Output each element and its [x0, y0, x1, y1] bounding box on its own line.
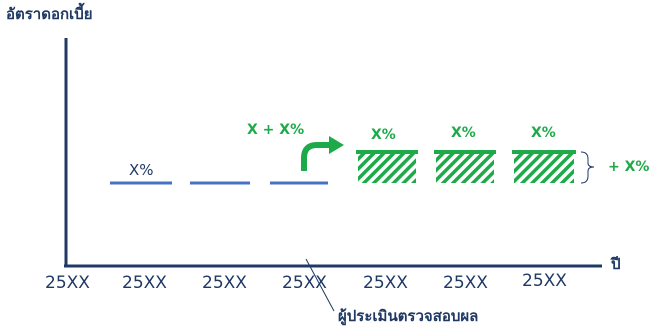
y-axis-label: อัตราดอกเบี้ย: [6, 5, 93, 23]
rise-arrow-head: [329, 136, 344, 154]
year-label: 25XX: [202, 273, 247, 293]
assessment-label: ผู้ประเมินตรวจสอบผล: [338, 307, 479, 325]
rise-arrow: [301, 142, 330, 171]
year-label: 25XX: [363, 273, 408, 293]
new-rate-block: [436, 151, 494, 183]
year-label: 25XX: [282, 273, 327, 293]
new-rate-block: [514, 151, 574, 183]
current-rate-label: X%: [129, 161, 154, 179]
x-axis-label: ปี: [611, 255, 621, 273]
year-label: 25XX: [522, 271, 567, 291]
assessment-pointer: [305, 258, 335, 312]
year-label: 25XX: [443, 273, 488, 293]
raised-rate-label: X + X%: [247, 122, 305, 138]
year-label: 25XX: [45, 273, 90, 293]
increment-brace: [580, 151, 595, 184]
increment-label: + X%: [608, 159, 650, 175]
year-label: 25XX: [122, 273, 167, 293]
new-rate-label: X%: [371, 127, 396, 143]
new-rate-block: [358, 151, 416, 183]
new-rate-label: X%: [531, 125, 556, 141]
new-rate-label: X%: [451, 125, 476, 141]
